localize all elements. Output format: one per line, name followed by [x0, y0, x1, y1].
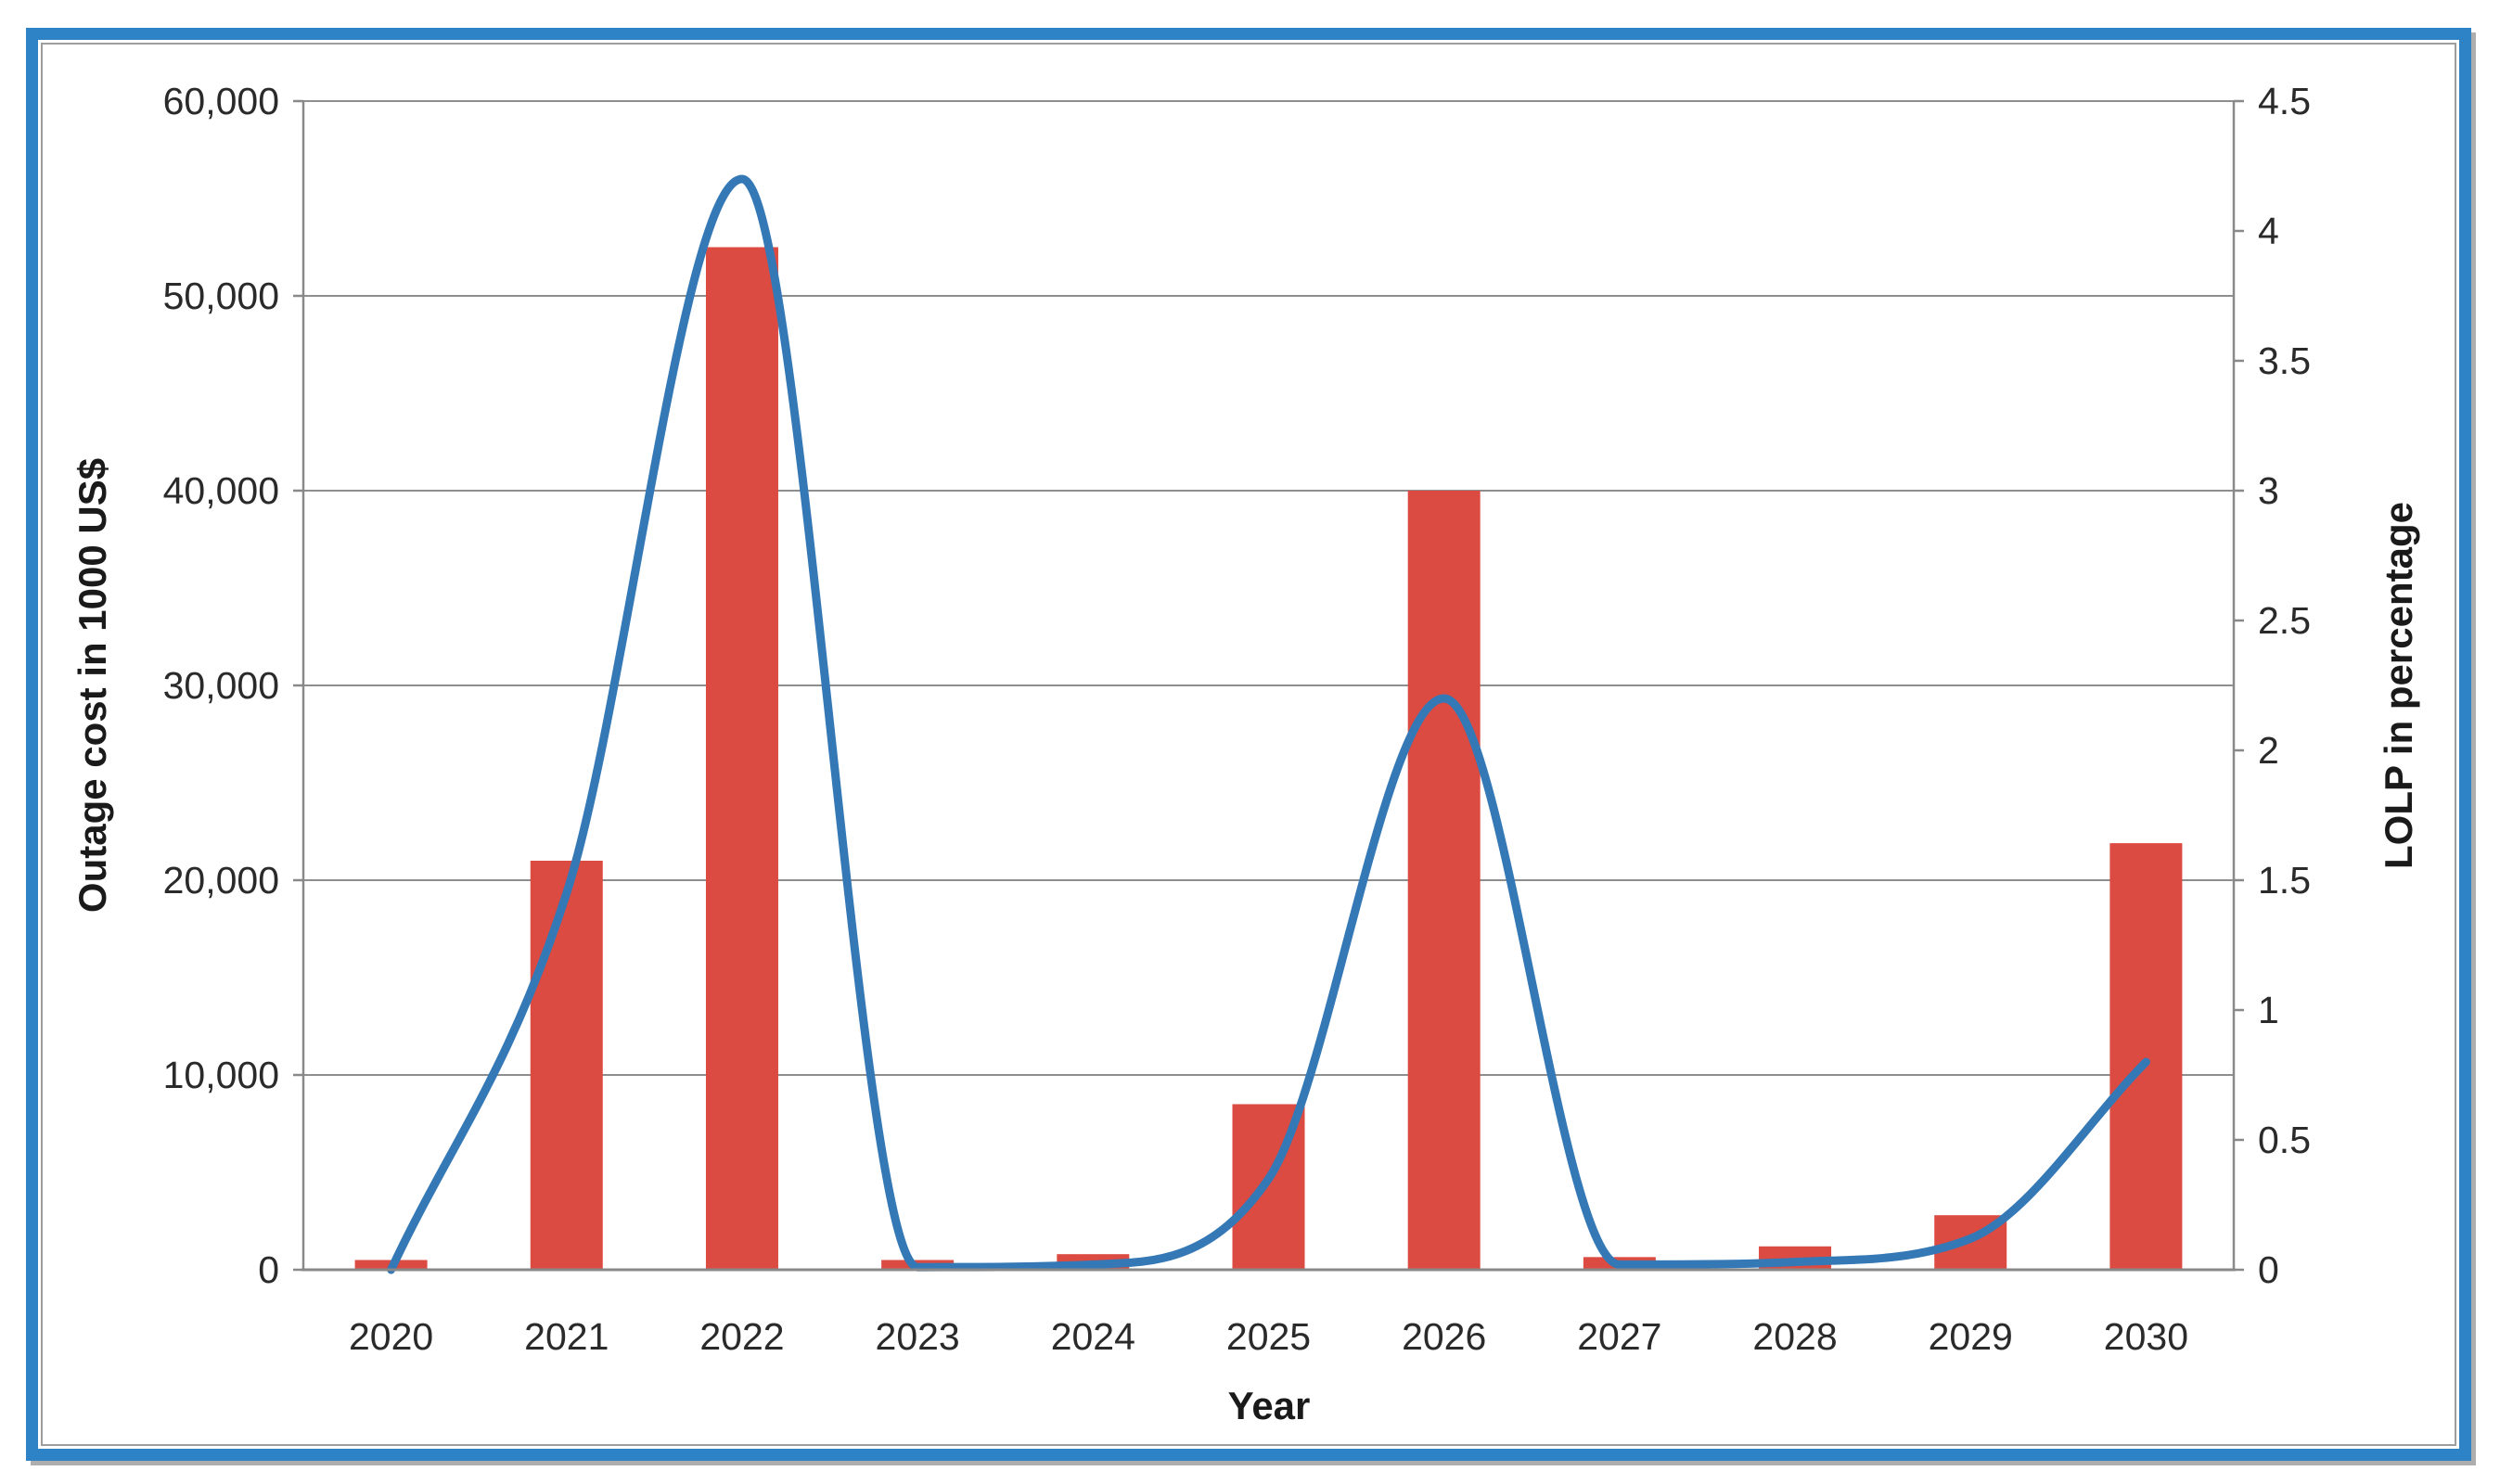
left-axis-tick-label: 30,000 [163, 664, 279, 707]
x-axis-title: Year [1227, 1384, 1311, 1427]
right-axis-tick-label: 0 [2258, 1248, 2279, 1291]
x-axis-tick-label: 2030 [2104, 1315, 2188, 1358]
right-axis-tick-label: 4 [2258, 210, 2279, 252]
right-axis-tick-label: 0.5 [2258, 1119, 2311, 1161]
x-axis-tick-label: 2029 [1929, 1315, 2013, 1358]
lolp-line [387, 174, 2150, 1274]
right-axis-tick-label: 2.5 [2258, 599, 2311, 642]
left-axis-tick-label: 60,000 [163, 80, 279, 122]
x-axis-tick-label: 2027 [1577, 1315, 1661, 1358]
left-axis-tick-label: 40,000 [163, 469, 279, 512]
right-axis-tick-label: 4.5 [2258, 80, 2311, 122]
right-axis-tick-label: 1.5 [2258, 859, 2311, 902]
bar-2021 [530, 861, 603, 1270]
right-axis-tick-label: 3.5 [2258, 339, 2311, 382]
left-axis-tick-label: 50,000 [163, 275, 279, 317]
x-axis-tick-label: 2026 [1402, 1315, 1486, 1358]
bar-2022 [705, 247, 778, 1270]
left-axis-title: Outage cost in 1000 US$ [71, 457, 114, 914]
x-axis-tick-label: 2023 [876, 1315, 960, 1358]
x-axis-tick-label: 2025 [1226, 1315, 1311, 1358]
figure-blue-border [26, 28, 2471, 1461]
x-axis-tick-label: 2028 [1752, 1315, 1837, 1358]
x-axis-tick-label: 2022 [699, 1315, 784, 1358]
left-axis-tick-label: 0 [258, 1248, 279, 1291]
bar-2030 [2109, 843, 2183, 1270]
right-axis-tick-label: 3 [2258, 469, 2279, 512]
x-axis-tick-label: 2020 [349, 1315, 433, 1358]
left-axis-tick-label: 10,000 [163, 1054, 279, 1096]
right-axis-tick-label: 2 [2258, 729, 2279, 772]
bar-2026 [1407, 491, 1481, 1270]
right-axis-tick-label: 1 [2258, 989, 2279, 1031]
x-axis-tick-label: 2021 [524, 1315, 609, 1358]
x-axis-tick-label: 2024 [1051, 1315, 1135, 1358]
left-axis-tick-label: 20,000 [163, 859, 279, 902]
right-axis-title: LOLP in percentage [2377, 502, 2420, 869]
